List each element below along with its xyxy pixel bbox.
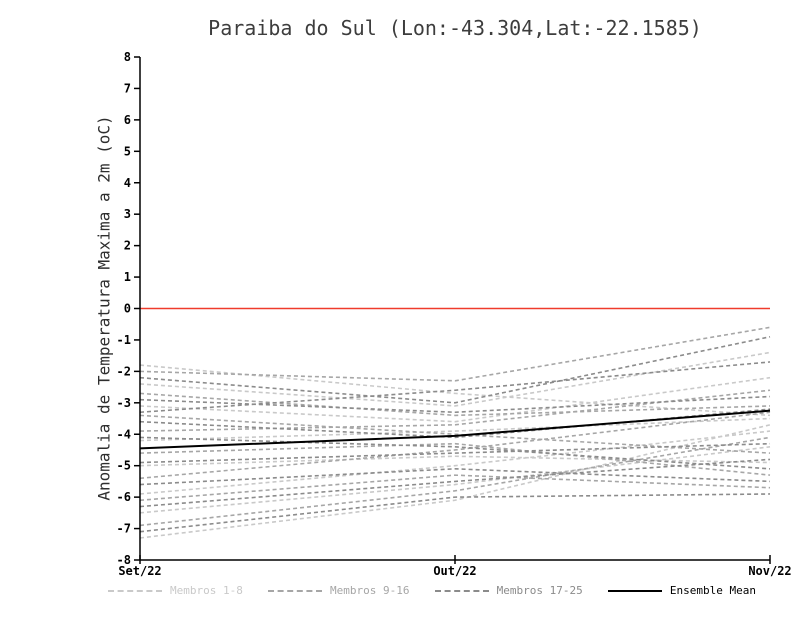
- legend-label: Ensemble Mean: [669, 584, 756, 597]
- svg-text:Out/22: Out/22: [433, 564, 476, 578]
- svg-text:0: 0: [124, 302, 131, 316]
- svg-text:-6: -6: [117, 490, 131, 504]
- svg-text:8: 8: [124, 50, 131, 64]
- svg-text:-4: -4: [117, 427, 131, 441]
- y-axis-label: Anomalia de Temperatura Maxima a 2m (oC): [94, 115, 114, 501]
- svg-text:-8: -8: [117, 553, 131, 567]
- legend-item-membros-1-8: Membros 1-8: [108, 584, 243, 597]
- legend-label: Membros 1-8: [170, 584, 243, 597]
- svg-text:Nov/22: Nov/22: [748, 564, 791, 578]
- legend-item-ensemble-mean: Ensemble Mean: [607, 584, 756, 597]
- svg-text:3: 3: [124, 207, 131, 221]
- svg-text:-1: -1: [117, 333, 131, 347]
- legend-label: Membros 9-16: [330, 584, 410, 597]
- legend-label: Membros 17-25: [496, 584, 583, 597]
- svg-text:-2: -2: [117, 364, 131, 378]
- svg-text:1: 1: [124, 270, 131, 284]
- legend-item-membros-17-25: Membros 17-25: [434, 584, 583, 597]
- chart-title: Paraiba do Sul (Lon:-43.304,Lat:-22.1585…: [208, 16, 702, 40]
- svg-text:2: 2: [124, 239, 131, 253]
- svg-text:-7: -7: [117, 522, 131, 536]
- solid-line-icon: [607, 589, 662, 592]
- svg-text:7: 7: [124, 81, 131, 95]
- dashed-line-icon: [108, 589, 162, 592]
- legend-item-membros-9-16: Membros 9-16: [268, 584, 410, 597]
- svg-text:5: 5: [124, 144, 131, 158]
- svg-text:4: 4: [124, 176, 131, 190]
- svg-text:6: 6: [124, 113, 131, 127]
- svg-text:-5: -5: [117, 459, 131, 473]
- dashed-line-icon: [268, 589, 323, 592]
- dashed-line-icon: [434, 589, 489, 592]
- svg-text:Set/22: Set/22: [118, 564, 161, 578]
- svg-text:-3: -3: [117, 396, 131, 410]
- legend: Membros 1-8 Membros 9-16 Membros 17-25 E…: [108, 584, 756, 597]
